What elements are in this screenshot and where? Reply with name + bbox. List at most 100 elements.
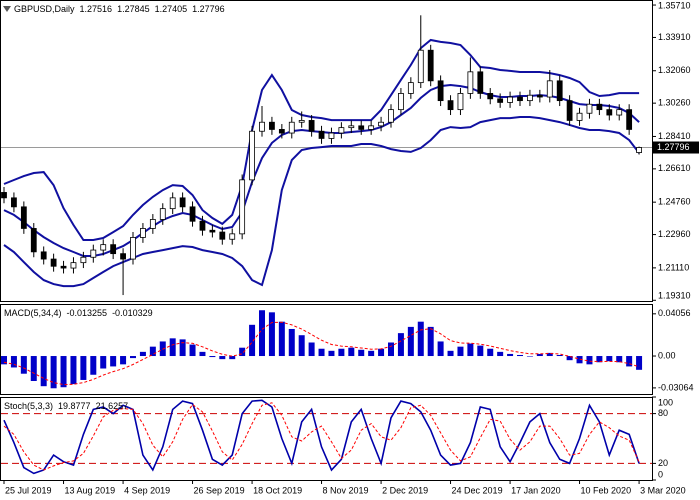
y-tick-label: 1.28410 bbox=[658, 131, 691, 141]
candle-body bbox=[249, 130, 255, 181]
candle-body bbox=[358, 125, 365, 130]
candle-body bbox=[536, 94, 543, 98]
y-tick-label: 1.35710 bbox=[658, 0, 691, 10]
macd-bar bbox=[259, 310, 265, 357]
candle-body bbox=[149, 219, 156, 229]
symbol-icon bbox=[3, 6, 11, 12]
macd-bar bbox=[447, 350, 454, 357]
macd-bar bbox=[536, 353, 543, 357]
candle-body bbox=[457, 93, 464, 111]
y-tick-label: 0 bbox=[658, 469, 663, 479]
pane-title: GBPUSD,Daily 1.27516 1.27845 1.27405 1.27796 bbox=[14, 4, 225, 14]
candle-body bbox=[348, 125, 355, 129]
candle-body bbox=[437, 80, 444, 102]
candle-body bbox=[546, 80, 553, 98]
candle-body bbox=[626, 109, 633, 130]
candle-body bbox=[616, 109, 623, 116]
macd-bar bbox=[546, 352, 553, 357]
macd-bar bbox=[50, 356, 57, 389]
macd-bar bbox=[179, 339, 186, 357]
macd-bar bbox=[487, 348, 494, 357]
macd-bar bbox=[477, 345, 484, 357]
candle-body bbox=[1, 192, 7, 199]
candle-body bbox=[417, 49, 424, 84]
macd-bar bbox=[80, 356, 87, 380]
macd-bar bbox=[120, 356, 127, 365]
x-tick-label: 25 Jul 2019 bbox=[5, 485, 52, 495]
x-tick-label: 2 Dec 2019 bbox=[382, 485, 428, 495]
pane-title-text: GBPUSD,Daily bbox=[14, 4, 75, 14]
macd-bar bbox=[517, 354, 523, 357]
macd-bar bbox=[60, 356, 67, 388]
ohlc-value: 1.27845 bbox=[117, 4, 150, 14]
candle-body bbox=[20, 206, 27, 229]
x-tick-label: 18 Oct 2019 bbox=[253, 485, 302, 495]
candle-body bbox=[427, 49, 434, 82]
macd-bar bbox=[110, 356, 117, 367]
macd-bar bbox=[139, 351, 146, 357]
pane-frame bbox=[0, 304, 653, 395]
candle-body bbox=[60, 265, 67, 269]
macd-bar bbox=[189, 344, 196, 357]
macd-bar bbox=[556, 354, 563, 357]
candle-body bbox=[80, 256, 87, 264]
y-tick-label: 1.24760 bbox=[658, 197, 691, 207]
macd-bar bbox=[397, 333, 404, 357]
series-line bbox=[3, 116, 640, 288]
macd-bar bbox=[378, 348, 385, 357]
ohlc-value: 1.27405 bbox=[155, 4, 188, 14]
candle-body bbox=[576, 112, 583, 121]
candle-body bbox=[179, 197, 186, 208]
indicator-value: -0.013255 bbox=[67, 308, 108, 318]
macd-bar bbox=[249, 324, 256, 357]
candle-body bbox=[269, 121, 275, 130]
candle-body bbox=[40, 251, 47, 260]
macd-bar bbox=[348, 347, 355, 357]
y-tick-label: 20 bbox=[658, 458, 668, 468]
candle-body bbox=[169, 197, 176, 210]
candle-body bbox=[368, 125, 375, 130]
candle-body bbox=[278, 129, 285, 134]
candle-body bbox=[50, 258, 57, 267]
candle-body bbox=[556, 80, 563, 102]
macd-bar bbox=[90, 356, 97, 375]
candle-body bbox=[140, 228, 146, 238]
macd-bar bbox=[169, 338, 176, 357]
macd-bar bbox=[626, 356, 633, 367]
candle-body bbox=[606, 109, 613, 116]
macd-bar bbox=[636, 356, 643, 370]
ohlc-value: 1.27796 bbox=[192, 4, 225, 14]
candle-body bbox=[586, 103, 593, 114]
pane-title-text: MACD(5,34,4) bbox=[4, 308, 62, 318]
macd-bar bbox=[566, 356, 573, 361]
y-tick-label: -0.03064 bbox=[658, 382, 694, 392]
macd-bar bbox=[497, 351, 504, 357]
indicator-value: -0.010329 bbox=[112, 308, 153, 318]
x-tick-label: 13 Aug 2019 bbox=[65, 485, 116, 495]
macd-bar bbox=[358, 349, 365, 357]
macd-bar bbox=[199, 351, 206, 357]
candle-body bbox=[447, 100, 454, 111]
series-line bbox=[3, 402, 640, 471]
macd-bar bbox=[616, 356, 623, 363]
macd-bar bbox=[437, 341, 444, 357]
candle-body bbox=[30, 228, 37, 253]
macd-bar bbox=[209, 356, 216, 358]
macd-bar bbox=[1, 356, 7, 365]
series-line bbox=[3, 399, 640, 475]
y-tick-label: 1.21110 bbox=[658, 262, 689, 272]
candle-body bbox=[298, 120, 305, 123]
macd-bar bbox=[338, 348, 345, 357]
macd-bar bbox=[417, 321, 424, 357]
macd-bar bbox=[507, 353, 514, 357]
candle-body bbox=[477, 71, 484, 94]
candle-body bbox=[407, 82, 414, 94]
candle-body bbox=[189, 206, 196, 222]
macd-bar bbox=[70, 356, 77, 385]
macd-bar bbox=[278, 321, 285, 357]
candle-body bbox=[159, 208, 166, 220]
macd-bar bbox=[268, 312, 275, 357]
candle-body bbox=[517, 96, 523, 102]
candle-body bbox=[90, 249, 97, 258]
